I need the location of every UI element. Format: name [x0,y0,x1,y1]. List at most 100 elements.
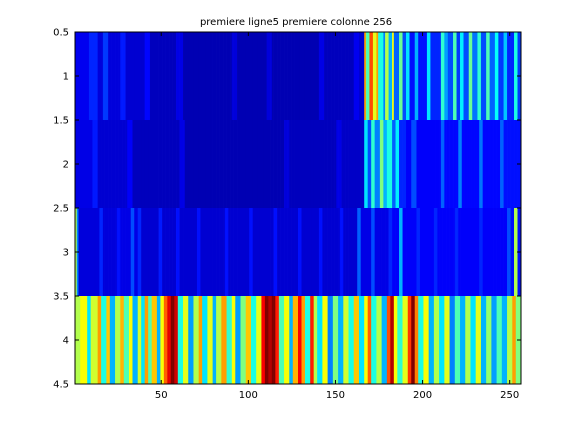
heatmap-cell [167,296,170,384]
heatmap-cell [167,208,170,296]
heatmap-cell [383,120,386,208]
heatmap-cell [352,296,355,384]
heatmap-cell [322,208,325,296]
heatmap-cell [475,296,478,384]
heatmap-cell [484,208,487,296]
heatmap-cell [207,296,210,384]
heatmap-cell [146,120,149,208]
heatmap-cell [336,208,339,296]
heatmap-cell [148,120,151,208]
heatmap-cell [282,296,285,384]
heatmap-cell [280,32,283,120]
heatmap-cell [501,32,504,120]
heatmap-cell [209,208,212,296]
heatmap-cell [270,208,273,296]
axes-ticks: 50 100 150 200 250 0.5 1 1.5 2 2.5 3 3.5 4 4.5 [53,28,521,401]
heatmap-cell [139,296,142,384]
heatmap-cell [477,120,480,208]
heatmap-cell [460,296,463,384]
heatmap-cell [489,120,492,208]
heatmap-cell [271,296,274,384]
heatmap-cell [214,296,217,384]
heatmap-cell [477,208,480,296]
heatmap-cell [512,32,515,120]
heatmap-cell [238,120,241,208]
heatmap-cell [315,208,318,296]
heatmap-cell [165,32,168,120]
heatmap-cell [419,208,423,296]
heatmap-cell [109,32,112,120]
heatmap-cell [207,120,210,208]
heatmap-cell [468,32,471,120]
heatmap-cell [87,208,90,296]
heatmap-cell [416,296,419,384]
heatmap-cell [348,208,351,296]
heatmap-cell [466,208,470,296]
heatmap-cell [430,32,433,120]
heatmap-cell [177,208,180,296]
heatmap-cell [355,120,358,208]
heatmap-cell [393,208,396,296]
heatmap-cell [433,120,436,208]
heatmap-cell [515,120,518,208]
heatmap-cell [223,296,226,384]
heatmap-cell [332,120,335,208]
heatmap-cell [263,296,266,384]
heatmap-cell [106,32,109,120]
heatmap-cell [245,208,248,296]
heatmap-cell [230,296,233,384]
heatmap-cell [245,120,248,208]
heatmap-cell [113,208,116,296]
heatmap-cell [308,120,311,208]
heatmap-cell [81,120,85,208]
heatmap-cell [470,296,473,384]
heatmap-cell [237,120,240,208]
heatmap-cell [320,32,323,120]
heatmap-cell [460,208,463,296]
heatmap-cell [393,296,396,384]
heatmap-cell [304,296,308,384]
heatmap-cell [294,296,297,384]
heatmap-cell [426,296,430,384]
heatmap-cell [207,32,210,120]
heatmap-cell [325,120,328,208]
heatmap-cell [388,120,391,208]
heatmap-cell [426,208,430,296]
heatmap-cell [216,208,219,296]
heatmap-cell [169,208,172,296]
heatmap-cell [189,296,193,384]
heatmap-cell [496,120,499,208]
heatmap-cell [472,208,475,296]
heatmap-cell [331,32,334,120]
heatmap-cell [480,208,484,296]
heatmap-cell [237,32,240,120]
heatmap-cell [386,296,389,384]
heatmap-cell [386,208,389,296]
heatmap-cell [181,120,184,208]
heatmap-cell [352,208,355,296]
heatmap-cell [432,208,435,296]
heatmap-cell [170,296,173,384]
heatmap-cell [317,208,320,296]
heatmap-cell [310,32,313,120]
heatmap-cell [240,120,243,208]
heatmap-cell [310,296,313,384]
heatmap-cell [87,120,90,208]
heatmap-cell [148,32,151,120]
heatmap-cell [141,32,144,120]
heatmap-cell [101,120,104,208]
heatmap-cell [473,120,477,208]
heatmap-cell [217,208,220,296]
heatmap-cell [386,120,389,208]
heatmap-cell [299,208,302,296]
heatmap-cell [392,208,395,296]
heatmap-cell [439,120,442,208]
heatmap-cell [327,32,330,120]
heatmap-cell [263,32,266,120]
heatmap-cell [299,120,302,208]
heatmap-cell [158,296,161,384]
heatmap-cell [118,32,121,120]
heatmap-cell [116,32,119,120]
heatmap-cell [449,120,452,208]
heatmap-cell [325,208,328,296]
